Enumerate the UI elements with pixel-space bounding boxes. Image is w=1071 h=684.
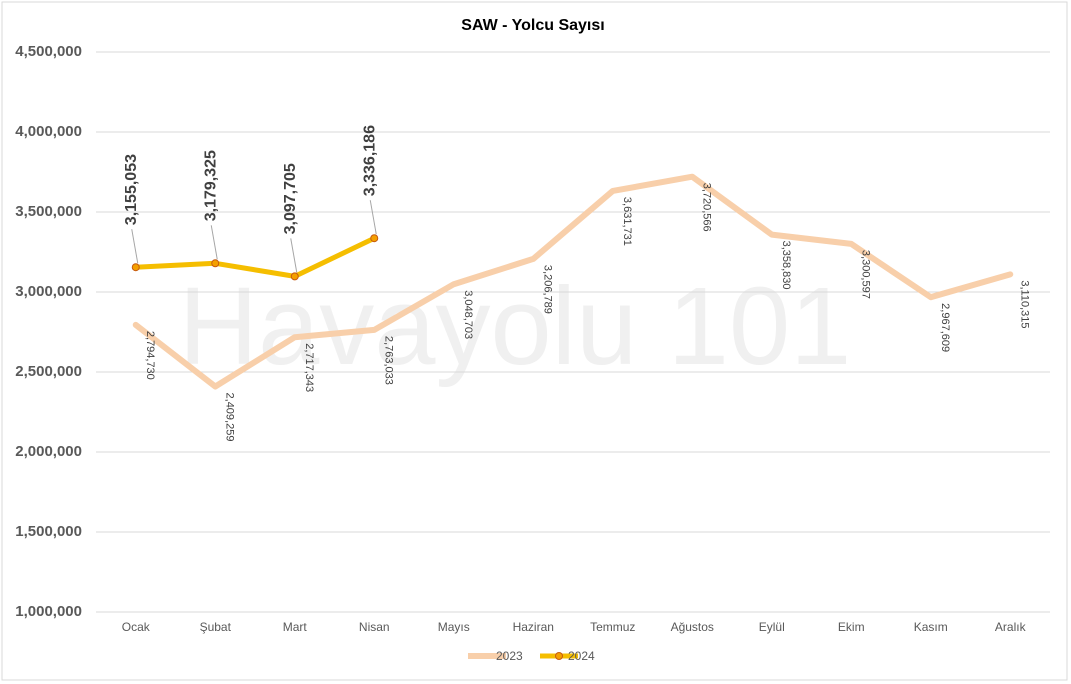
watermark: Havayolu 101 <box>179 265 852 388</box>
data-label: 3,336,186 <box>361 125 378 196</box>
data-label: 2,409,259 <box>223 393 235 442</box>
x-tick-label: Mart <box>283 620 308 634</box>
marker <box>131 263 140 272</box>
line-2023 <box>132 173 1014 390</box>
x-tick-label: Ocak <box>122 620 151 634</box>
data-label: 2,763,033 <box>382 336 394 385</box>
data-label: 3,300,597 <box>859 250 871 299</box>
x-tick-label: Nisan <box>359 620 390 634</box>
legend-label: 2024 <box>568 649 595 663</box>
leader-line <box>369 200 377 235</box>
x-tick-label: Aralık <box>995 620 1027 634</box>
leader-line <box>290 238 298 273</box>
leader-line <box>210 225 218 260</box>
y-tick-label: 4,500,000 <box>15 43 82 60</box>
data-label: 3,097,705 <box>282 163 299 234</box>
y-tick-label: 1,500,000 <box>15 523 82 540</box>
data-label: 2,794,730 <box>144 331 156 380</box>
x-tick-label: Haziran <box>513 620 554 634</box>
data-label: 2,967,609 <box>939 303 951 352</box>
legend-marker <box>555 652 563 660</box>
data-label: 3,206,789 <box>541 265 553 314</box>
y-tick-label: 2,000,000 <box>15 443 82 460</box>
y-tick-label: 3,500,000 <box>15 203 82 220</box>
x-tick-label: Ağustos <box>671 620 714 634</box>
y-tick-label: 3,000,000 <box>15 283 82 300</box>
data-label: 3,358,830 <box>780 241 792 290</box>
y-tick-label: 1,000,000 <box>15 603 82 620</box>
data-label: 3,048,703 <box>462 290 474 339</box>
x-tick-label: Eylül <box>759 620 785 634</box>
data-label: 3,720,566 <box>700 183 712 232</box>
x-tick-label: Şubat <box>200 620 232 634</box>
marker <box>370 234 379 243</box>
chart-title: SAW - Yolcu Sayısı <box>461 17 604 34</box>
x-tick-label: Mayıs <box>438 620 470 634</box>
data-label: 3,110,315 <box>1018 280 1030 328</box>
x-tick-label: Kasım <box>914 620 948 634</box>
leader-line <box>131 229 139 264</box>
data-label: 2,717,343 <box>303 343 315 392</box>
y-tick-label: 4,000,000 <box>15 123 82 140</box>
marker <box>211 259 220 268</box>
line-2024 <box>133 235 377 279</box>
marker <box>290 272 299 281</box>
data-label: 3,631,731 <box>621 197 633 246</box>
x-tick-label: Ekim <box>838 620 865 634</box>
data-label: 3,155,053 <box>123 154 140 225</box>
y-tick-label: 2,500,000 <box>15 363 82 380</box>
data-label: 3,179,325 <box>202 150 219 221</box>
legend-label: 2023 <box>496 649 523 663</box>
x-tick-label: Temmuz <box>590 620 635 634</box>
